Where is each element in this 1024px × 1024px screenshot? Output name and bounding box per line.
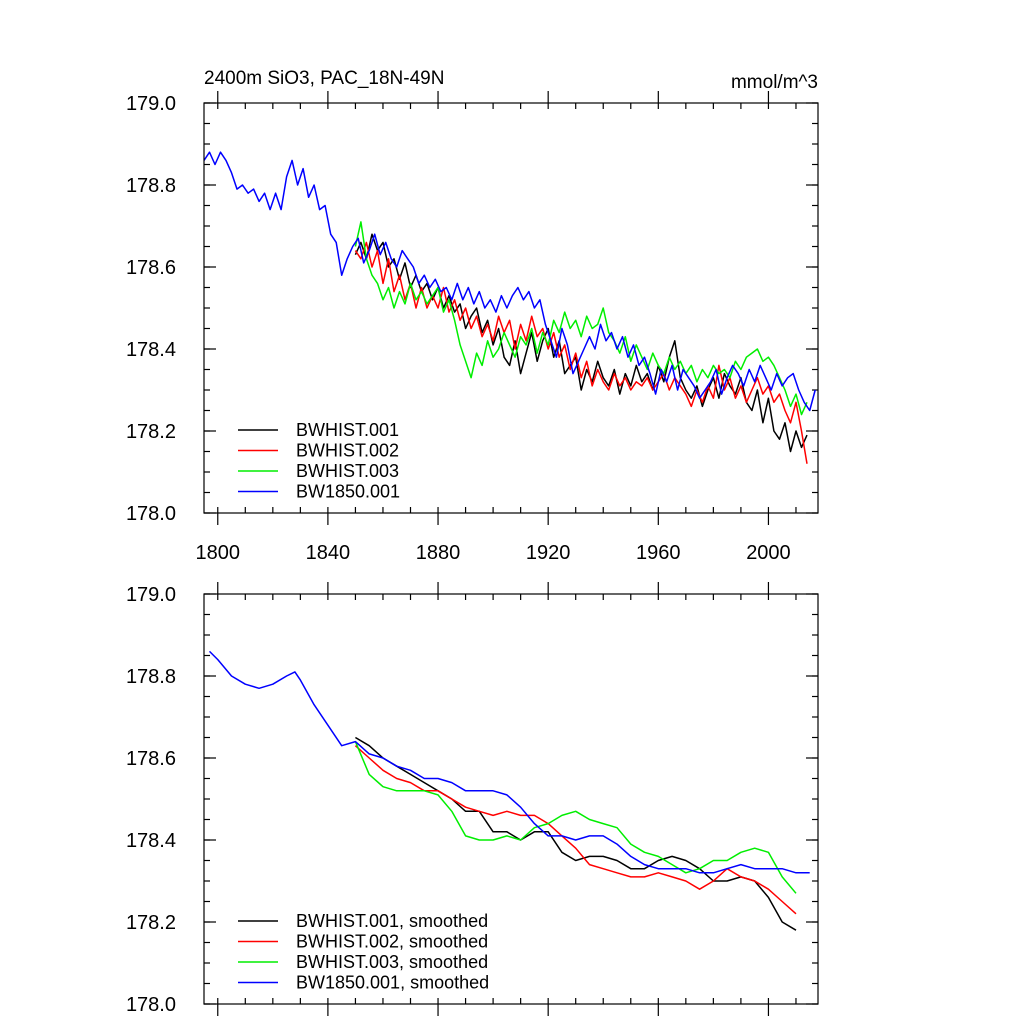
- series-line-bwhist-002: [354, 241, 808, 464]
- series-line-bwhist-002-smoothed: [354, 745, 797, 915]
- chart-title: 2400m SiO3, PAC_18N-49N: [204, 68, 444, 89]
- legend-label-bwhist-001-smoothed: BWHIST.001, smoothed: [296, 911, 488, 931]
- y-tick-label: 178.8: [126, 175, 176, 197]
- y-tick-label: 179.0: [126, 584, 176, 606]
- series-line-bwhist-001-smoothed: [355, 736, 797, 931]
- y-tick-label: 178.0: [126, 503, 176, 525]
- legend-label-bwhist-002: BWHIST.002: [296, 441, 399, 461]
- legend-label-bwhist-001: BWHIST.001: [296, 420, 399, 440]
- y-tick-label: 178.6: [126, 748, 176, 770]
- bottom-panel-series: [208, 650, 810, 931]
- top-panel: 2400m SiO3, PAC_18N-49N mmol/m^3 178.0 17…: [126, 68, 819, 564]
- y-tick-label: 178.4: [126, 339, 176, 361]
- y-tick-label: 178.2: [126, 421, 176, 443]
- y-tick-label: 178.6: [126, 257, 176, 279]
- series-line-bw1850-001-smoothed: [208, 650, 810, 874]
- legend-label-bwhist-003: BWHIST.003: [296, 461, 399, 481]
- y-tick-label: 178.8: [126, 666, 176, 688]
- y-tick-label: 178.2: [126, 912, 176, 934]
- series-line-bwhist-003: [354, 221, 808, 416]
- x-tick-label: 1880: [416, 542, 461, 564]
- legend-label-bwhist-003-smoothed: BWHIST.003, smoothed: [296, 952, 488, 972]
- bottom-panel-frame: [203, 593, 819, 1005]
- legend-label-bwhist-002-smoothed: BWHIST.002, smoothed: [296, 932, 488, 952]
- units-label: mmol/m^3: [731, 72, 818, 93]
- top-panel-series: [203, 151, 816, 464]
- bottom-panel: 178.0 178.2 178.4 178.6 178.8 179.0 BWHIST.00…: [126, 582, 819, 1016]
- x-tick-label: 2000: [746, 542, 791, 564]
- legend-label-bw1850-001: BW1850.001: [296, 482, 400, 502]
- y-tick-label: 178.4: [126, 830, 176, 852]
- x-tick-label: 1960: [636, 542, 681, 564]
- x-tick-label: 1800: [196, 542, 241, 564]
- x-tick-label: 1840: [306, 542, 351, 564]
- series-line-bw1850-001: [203, 151, 816, 412]
- y-tick-label: 178.0: [126, 994, 176, 1016]
- legend-label-bw1850-001-smoothed: BW1850.001, smoothed: [296, 973, 489, 993]
- series-line-bwhist-001: [354, 233, 808, 453]
- x-tick-label: 1920: [526, 542, 571, 564]
- top-panel-frame: [203, 102, 819, 514]
- y-tick-label: 179.0: [126, 93, 176, 115]
- series-line-bwhist-003-smoothed: [354, 741, 797, 894]
